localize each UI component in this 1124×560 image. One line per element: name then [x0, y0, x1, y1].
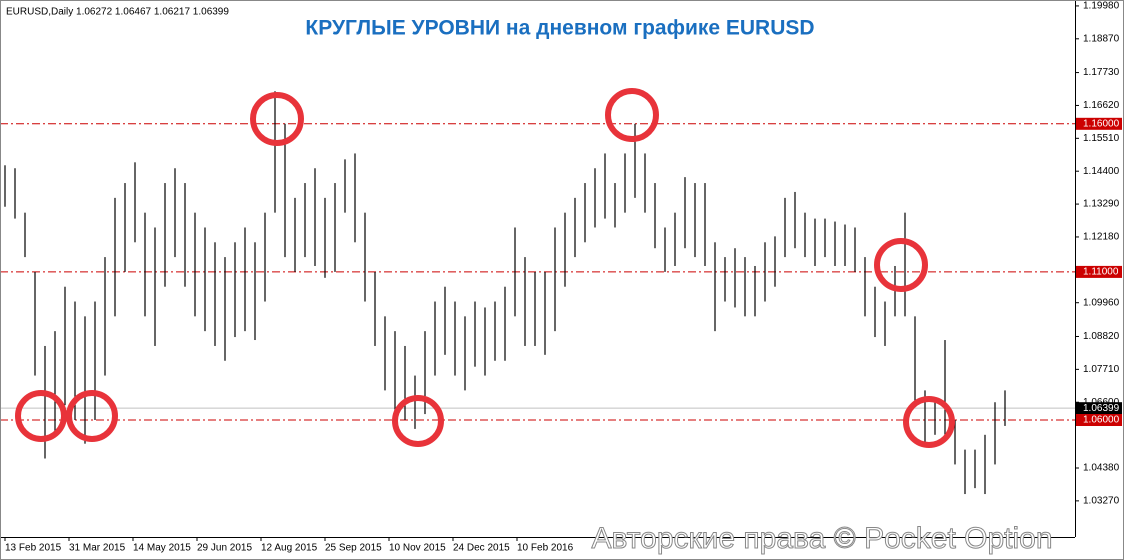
- level-label: 1.11000: [1083, 267, 1119, 278]
- level-label: 1.16000: [1083, 118, 1120, 129]
- y-tick-label: 1.03270: [1083, 496, 1120, 507]
- circle: [250, 92, 304, 146]
- circle: [874, 238, 928, 292]
- level-label-box: [1076, 265, 1122, 278]
- y-tick-label: 1.17730: [1083, 67, 1120, 78]
- level-label: 1.06000: [1083, 415, 1120, 426]
- header: EURUSD,Daily 1.06272 1.06467 1.06217 1.0…: [6, 7, 229, 18]
- circle: [15, 390, 67, 442]
- axis-layer: 1.19980 1.18870 1.17730 1.16620 1.15510 1.144…: [4, 1, 1122, 554]
- circle: [392, 395, 444, 447]
- circle: [605, 88, 659, 142]
- y-tick-label: 1.15510: [1083, 133, 1120, 144]
- y-tick-label: 1.18870: [1083, 33, 1120, 44]
- level-label-box: [1076, 414, 1122, 427]
- y-tick-label: 1.12180: [1083, 232, 1120, 243]
- circle: [66, 390, 118, 442]
- y-tick-label: 1.08820: [1083, 331, 1120, 342]
- x-tick-label: 29 Jun 2015: [197, 543, 252, 554]
- x-tick-label: 25 Sep 2015: [325, 543, 382, 554]
- x-tick-label: 10 Nov 2015: [389, 543, 446, 554]
- circle: [903, 396, 955, 448]
- x-tick-label: 10 Feb 2016: [517, 543, 574, 554]
- y-tick-label: 1.09960: [1083, 297, 1120, 308]
- y-tick-label: 1.14400: [1083, 166, 1120, 177]
- watermark: Авторские права © Pocket Option: [591, 522, 1052, 555]
- y-tick-label: 1.04380: [1083, 463, 1120, 474]
- chart-title: КРУГЛЫЕ УРОВНИ на дневном графике EURUSD: [305, 17, 814, 40]
- plot-area: [0, 91, 1075, 495]
- x-tick-label: 12 Aug 2015: [261, 543, 318, 554]
- level-label-box: [1076, 117, 1122, 130]
- x-tick-label: 13 Feb 2015: [5, 543, 62, 554]
- x-tick-label: 31 Mar 2015: [69, 543, 126, 554]
- x-tick-label: 24 Dec 2015: [453, 543, 510, 554]
- current-price-box: [1076, 402, 1122, 415]
- current-price-label: 1.06399: [1083, 403, 1120, 414]
- y-tick-label: 1.07710: [1083, 364, 1120, 375]
- y-tick-label: 1.16620: [1083, 100, 1120, 111]
- y-tick-label: 1.13290: [1083, 199, 1120, 210]
- y-tick-label: 1.19980: [1083, 1, 1120, 12]
- x-tick-label: 14 May 2015: [133, 543, 191, 554]
- annotation-circles: [15, 88, 955, 448]
